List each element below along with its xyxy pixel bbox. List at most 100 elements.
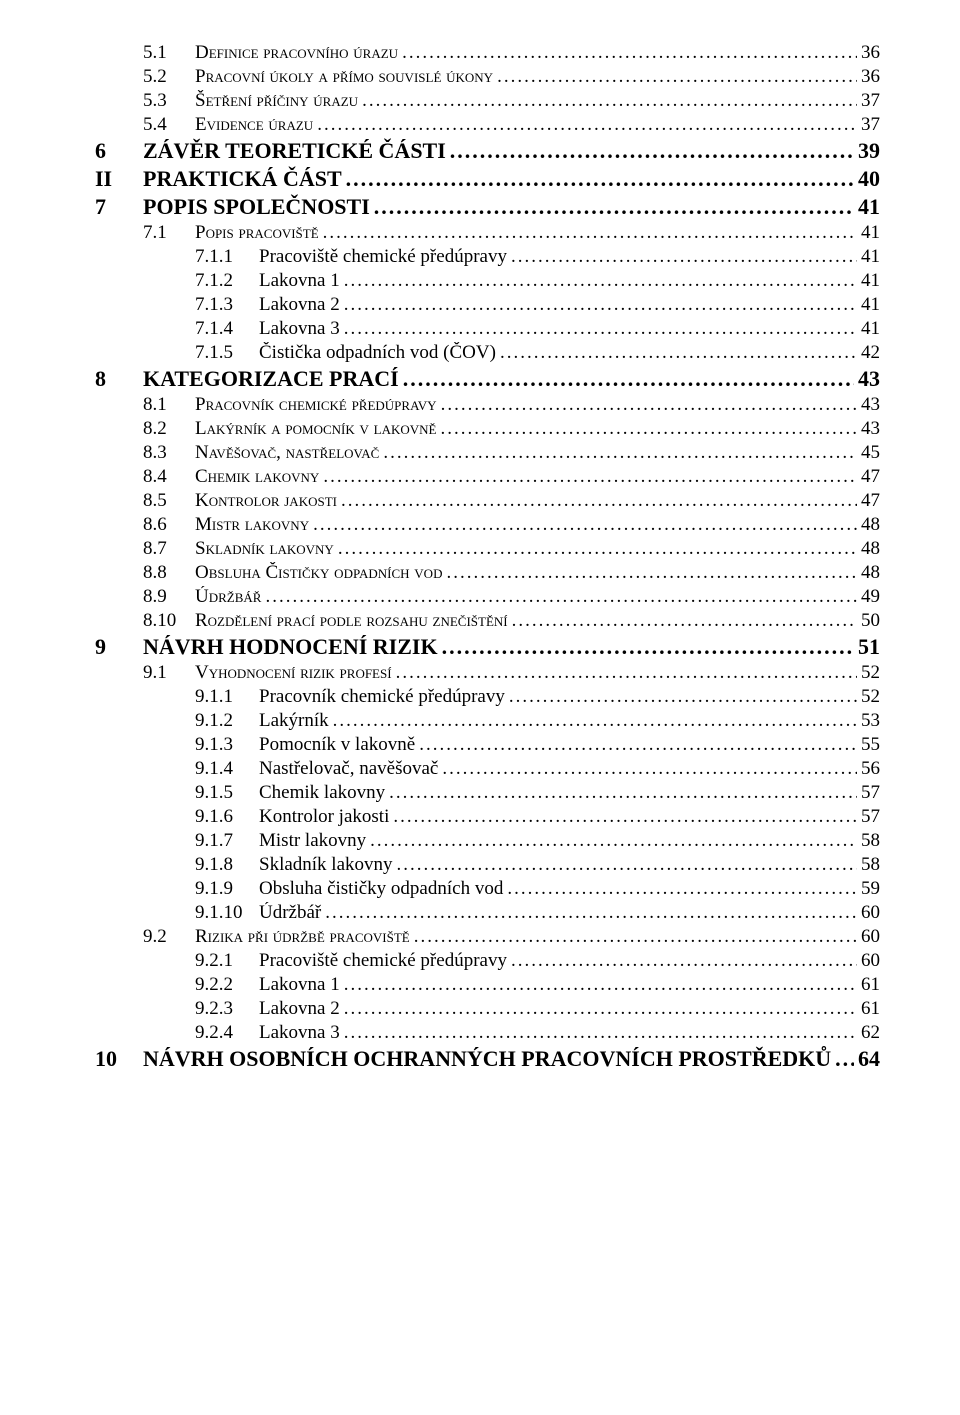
toc-entry-label: Popis pracoviště xyxy=(195,222,323,244)
toc-leader-dots xyxy=(442,634,854,660)
toc-entry-label: Údržbář xyxy=(195,586,265,608)
toc-entry-number: 6 xyxy=(95,138,143,164)
toc-leader-dots xyxy=(370,830,857,852)
toc-entry-label: Šetření příčiny úrazu xyxy=(195,90,362,112)
toc-entry-number: 8.9 xyxy=(143,586,195,608)
toc-entry: 9.1.7Mistr lakovny58 xyxy=(195,830,880,852)
toc-entry-page: 42 xyxy=(857,342,880,364)
toc-entry-number: 8.6 xyxy=(143,514,195,536)
toc-entry-page: 50 xyxy=(857,610,880,632)
toc-entry-label: Pracoviště chemické předúpravy xyxy=(259,246,511,268)
toc-leader-dots xyxy=(344,998,857,1020)
toc-entry-label: Pomocník v lakovně xyxy=(259,734,419,756)
toc-leader-dots xyxy=(389,782,857,804)
toc-entry-number: 10 xyxy=(95,1046,143,1072)
toc-entry-number: 8.4 xyxy=(143,466,195,488)
toc-entry-label: Kontrolor jakosti xyxy=(259,806,393,828)
toc-entry-number: 9.1.4 xyxy=(195,758,259,780)
toc-entry: 5.4Evidence úrazu37 xyxy=(143,114,880,136)
toc-leader-dots xyxy=(313,514,857,536)
toc-entry: 5.1Definice pracovního úrazu36 xyxy=(143,42,880,64)
toc-entry-page: 59 xyxy=(857,878,880,900)
toc-entry-number: 7.1.2 xyxy=(195,270,259,292)
toc-entry: 8.5Kontrolor jakosti47 xyxy=(143,490,880,512)
toc-entry: 9.2.1Pracoviště chemické předúpravy60 xyxy=(195,950,880,972)
toc-entry-number: 9.2.1 xyxy=(195,950,259,972)
toc-entry: 8.9Údržbář49 xyxy=(143,586,880,608)
toc-entry: 8.3Navěšovač, nastřelovač45 xyxy=(143,442,880,464)
toc-entry-label: Chemik lakovny xyxy=(195,466,323,488)
toc-entry-label: PRAKTICKÁ ČÁST xyxy=(143,166,346,192)
toc-entry-label: Vyhodnocení rizik profesí xyxy=(195,662,396,684)
toc-entry-label: Údržbář xyxy=(259,902,325,924)
toc-entry: 9.1.10Údržbář60 xyxy=(195,902,880,924)
toc-entry-number: 7.1.1 xyxy=(195,246,259,268)
toc-leader-dots xyxy=(265,586,857,608)
toc-entry-number: 5.3 xyxy=(143,90,195,112)
toc-entry-number: 8.10 xyxy=(143,610,195,632)
toc-entry: 5.3Šetření příčiny úrazu37 xyxy=(143,90,880,112)
toc-entry-page: 64 xyxy=(854,1046,880,1072)
toc-entry: 7.1.3Lakovna 241 xyxy=(195,294,880,316)
toc-entry-page: 57 xyxy=(857,782,880,804)
toc-leader-dots xyxy=(500,342,857,364)
toc-entry-page: 48 xyxy=(857,538,880,560)
toc-entry-page: 58 xyxy=(857,854,880,876)
toc-leader-dots xyxy=(441,394,857,416)
toc-entry: 9.1.8Skladník lakovny58 xyxy=(195,854,880,876)
toc-entry: 9.2.3Lakovna 261 xyxy=(195,998,880,1020)
toc-entry-label: Pracovní úkoly a přímo souvislé úkony xyxy=(195,66,497,88)
toc-entry-label: Obsluha čističky odpadních vod xyxy=(259,878,507,900)
toc-leader-dots xyxy=(396,662,857,684)
toc-entry: 9.1.1Pracovník chemické předúpravy52 xyxy=(195,686,880,708)
toc-entry: 8.6Mistr lakovny48 xyxy=(143,514,880,536)
toc-leader-dots xyxy=(414,926,857,948)
toc-entry-label: Lakovna 3 xyxy=(259,1022,344,1044)
toc-entry-page: 41 xyxy=(857,294,880,316)
toc-entry-label: Pracoviště chemické předúpravy xyxy=(259,950,511,972)
table-of-contents: 5.1Definice pracovního úrazu365.2Pracovn… xyxy=(95,42,880,1072)
toc-leader-dots xyxy=(344,1022,857,1044)
toc-leader-dots xyxy=(835,1046,854,1072)
toc-leader-dots xyxy=(338,538,857,560)
toc-entry: 9.1.5Chemik lakovny57 xyxy=(195,782,880,804)
toc-entry-number: 8.2 xyxy=(143,418,195,440)
toc-leader-dots xyxy=(346,166,854,192)
toc-leader-dots xyxy=(402,42,857,64)
toc-entry-number: 8.3 xyxy=(143,442,195,464)
toc-entry-number: 8 xyxy=(95,366,143,392)
toc-entry-label: Čistička odpadních vod (ČOV) xyxy=(259,342,500,364)
toc-leader-dots xyxy=(442,758,857,780)
toc-entry-number: 5.2 xyxy=(143,66,195,88)
toc-entry: 9NÁVRH HODNOCENÍ RIZIK51 xyxy=(95,634,880,660)
toc-entry: 9.2.4Lakovna 362 xyxy=(195,1022,880,1044)
toc-entry-label: Chemik lakovny xyxy=(259,782,389,804)
toc-entry-number: 7.1.3 xyxy=(195,294,259,316)
toc-leader-dots xyxy=(344,318,857,340)
toc-leader-dots xyxy=(509,686,857,708)
toc-entry: 7.1.4Lakovna 341 xyxy=(195,318,880,340)
toc-entry-number: 7 xyxy=(95,194,143,220)
toc-entry-label: Navěšovač, nastřelovač xyxy=(195,442,383,464)
toc-entry-label: Obsluha Čističky odpadních vod xyxy=(195,562,446,584)
toc-entry: 8.10Rozdělení prací podle rozsahu znečiš… xyxy=(143,610,880,632)
toc-entry: 9.1Vyhodnocení rizik profesí52 xyxy=(143,662,880,684)
toc-entry-label: Pracovník chemické předúpravy xyxy=(195,394,441,416)
toc-entry-label: NÁVRH OSOBNÍCH OCHRANNÝCH PRACOVNÍCH PRO… xyxy=(143,1046,835,1072)
toc-page: { "colors":{"text":"#000000","bg":"#ffff… xyxy=(0,0,960,1415)
toc-entry: 8.2Lakýrník a pomocník v lakovně43 xyxy=(143,418,880,440)
toc-entry-number: 7.1.5 xyxy=(195,342,259,364)
toc-leader-dots xyxy=(507,878,857,900)
toc-entry-page: 41 xyxy=(857,246,880,268)
toc-entry: 9.2Rizika při údržbě pracoviště60 xyxy=(143,926,880,948)
toc-entry-label: Rozdělení prací podle rozsahu znečištění xyxy=(195,610,512,632)
toc-entry-label: Rizika při údržbě pracoviště xyxy=(195,926,414,948)
toc-leader-dots xyxy=(512,610,857,632)
toc-leader-dots xyxy=(325,902,857,924)
toc-leader-dots xyxy=(362,90,857,112)
toc-entry-label: Lakovna 2 xyxy=(259,998,344,1020)
toc-leader-dots xyxy=(323,222,857,244)
toc-leader-dots xyxy=(374,194,854,220)
toc-entry: 6ZÁVĚR TEORETICKÉ ČÁSTI39 xyxy=(95,138,880,164)
toc-entry-page: 61 xyxy=(857,998,880,1020)
